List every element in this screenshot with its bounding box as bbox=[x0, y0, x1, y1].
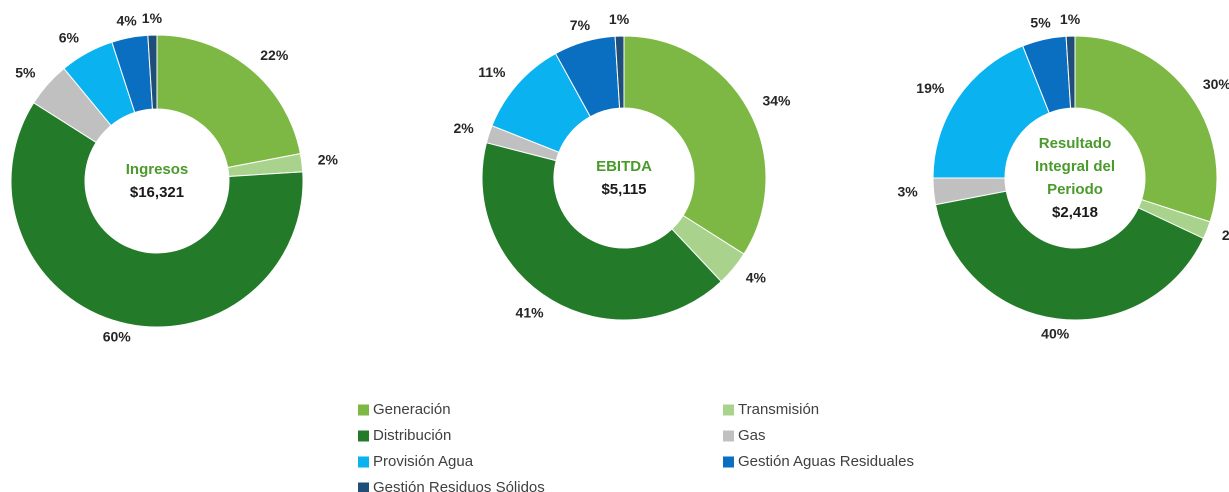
legend-swatch bbox=[723, 430, 734, 442]
data-label: 22% bbox=[260, 47, 289, 63]
total-label: $5,115 bbox=[601, 181, 647, 198]
data-label: 1% bbox=[142, 10, 163, 26]
donut-segment bbox=[1074, 35, 1218, 223]
total-label: $2,418 bbox=[1052, 204, 1098, 221]
data-label: 5% bbox=[15, 65, 36, 81]
donut-segment bbox=[147, 34, 158, 110]
total-label: $16,321 bbox=[129, 184, 185, 201]
data-label: 4% bbox=[746, 269, 767, 285]
legend-label: Distribución bbox=[373, 427, 451, 444]
data-label: 19% bbox=[916, 80, 945, 96]
data-label: 41% bbox=[516, 305, 545, 321]
legend-label: Gas bbox=[738, 427, 766, 444]
legend-label: Generación bbox=[373, 401, 451, 418]
donut-segment bbox=[623, 35, 767, 255]
legend-swatch bbox=[358, 456, 369, 468]
legend-swatch bbox=[723, 456, 734, 468]
data-label: 2% bbox=[318, 151, 339, 167]
donut-segment bbox=[481, 142, 722, 321]
legend-label: Provisión Agua bbox=[373, 453, 474, 470]
data-label: 1% bbox=[609, 11, 630, 27]
data-label: 7% bbox=[570, 17, 591, 33]
donut-segment bbox=[614, 35, 625, 109]
center-label: Ingresos $16,321 bbox=[97, 121, 217, 241]
donut-segment bbox=[932, 45, 1050, 179]
data-label: 40% bbox=[1041, 325, 1070, 341]
legend-swatch bbox=[358, 404, 369, 416]
data-label: 5% bbox=[1030, 15, 1051, 31]
legend-label: Gestión Residuos Sólidos bbox=[373, 479, 545, 492]
center-label: EBITDA $5,115 bbox=[564, 118, 684, 238]
data-label: 11% bbox=[478, 64, 506, 80]
data-label: 60% bbox=[103, 329, 132, 345]
donut-segment bbox=[10, 102, 304, 328]
donut-segment bbox=[1065, 35, 1076, 109]
donut-segment bbox=[156, 34, 301, 169]
legend-label: Transmisión bbox=[738, 401, 819, 418]
chart-title: EBITDA bbox=[596, 158, 652, 175]
chart-title: Resultado Integral del Periodo bbox=[1034, 135, 1116, 198]
data-label: 2% bbox=[1222, 227, 1229, 243]
legend-label: Gestión Aguas Residuales bbox=[738, 453, 914, 470]
chart-title: Ingresos bbox=[125, 161, 189, 178]
center-label: Resultado Integral del Periodo $2,418 bbox=[1015, 118, 1135, 238]
legend-swatch bbox=[358, 430, 369, 442]
data-label: 6% bbox=[59, 30, 80, 46]
data-label: 30% bbox=[1203, 76, 1229, 92]
data-label: 1% bbox=[1060, 11, 1081, 27]
data-label: 2% bbox=[453, 120, 474, 136]
donut-segment bbox=[934, 190, 1205, 321]
legend-swatch bbox=[723, 404, 734, 416]
data-label: 3% bbox=[897, 184, 918, 200]
legend-swatch bbox=[358, 482, 369, 492]
data-label: 34% bbox=[762, 93, 791, 109]
data-label: 4% bbox=[117, 13, 138, 29]
